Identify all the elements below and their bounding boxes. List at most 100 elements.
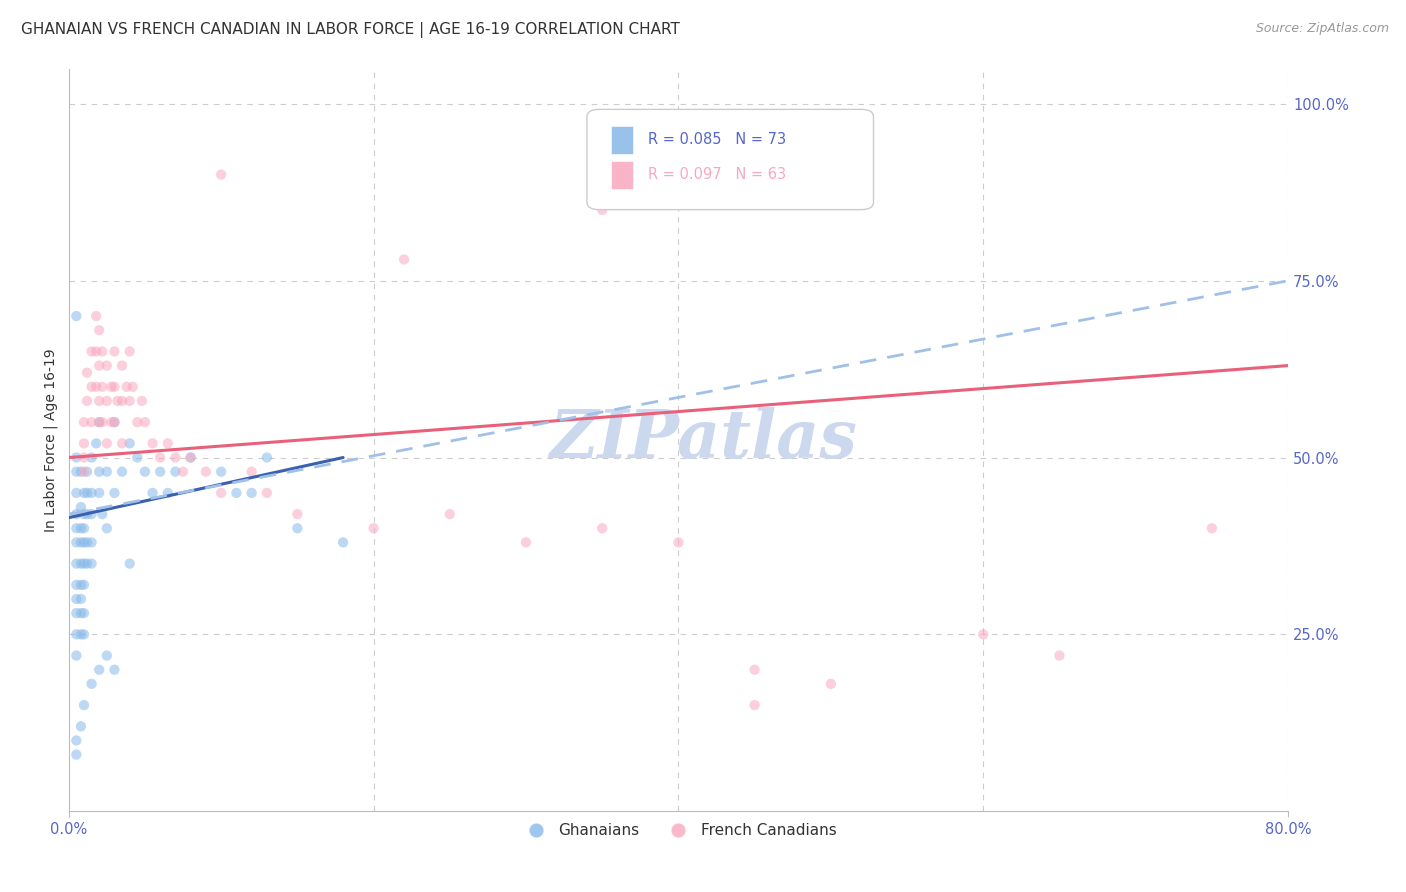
Point [73, 450, 96, 465]
Point [65, 557, 87, 571]
Point [285, 521, 308, 535]
Text: Source: ZipAtlas.com: Source: ZipAtlas.com [1256, 22, 1389, 36]
Point [70, 606, 93, 620]
Point [96, 436, 118, 450]
Point [103, 486, 125, 500]
Point [165, 450, 187, 465]
Point [668, 535, 690, 549]
Legend: Ghanaians, French Canadians: Ghanaians, French Canadians [515, 817, 842, 845]
FancyBboxPatch shape [586, 110, 873, 210]
Point [96, 521, 118, 535]
Point [80, 557, 103, 571]
Point [84, 436, 107, 450]
Point [332, 535, 354, 549]
Point [80, 380, 103, 394]
Point [392, 252, 415, 267]
Point [65, 747, 87, 762]
Point [65, 578, 87, 592]
Point [165, 465, 187, 479]
Point [80, 486, 103, 500]
Point [100, 415, 122, 429]
Point [89, 393, 111, 408]
Point [142, 486, 165, 500]
Point [89, 359, 111, 373]
Point [591, 521, 613, 535]
Point [96, 648, 118, 663]
Point [73, 415, 96, 429]
Point [80, 450, 103, 465]
Point [744, 663, 766, 677]
Point [76, 507, 98, 521]
Point [70, 592, 93, 607]
Point [107, 393, 129, 408]
Point [76, 486, 98, 500]
Point [156, 486, 179, 500]
Point [103, 663, 125, 677]
Point [73, 557, 96, 571]
Point [73, 698, 96, 712]
Bar [612, 126, 633, 154]
Point [73, 465, 96, 479]
Point [149, 450, 172, 465]
Point [70, 535, 93, 549]
Point [84, 344, 107, 359]
Point [65, 627, 87, 641]
Point [103, 415, 125, 429]
Point [70, 465, 93, 479]
Point [820, 677, 842, 691]
Point [65, 309, 87, 323]
Point [118, 344, 141, 359]
Point [744, 698, 766, 712]
Point [149, 465, 172, 479]
Point [240, 486, 263, 500]
Point [118, 436, 141, 450]
Point [111, 393, 134, 408]
Point [65, 592, 87, 607]
Point [65, 521, 87, 535]
Point [127, 415, 149, 429]
Point [73, 578, 96, 592]
Point [142, 436, 165, 450]
Point [65, 535, 87, 549]
Point [100, 380, 122, 394]
Point [65, 733, 87, 747]
Text: GHANAIAN VS FRENCH CANADIAN IN LABOR FORCE | AGE 16-19 CORRELATION CHART: GHANAIAN VS FRENCH CANADIAN IN LABOR FOR… [21, 22, 681, 38]
Point [103, 380, 125, 394]
Point [73, 606, 96, 620]
Point [96, 465, 118, 479]
Point [73, 486, 96, 500]
Point [118, 557, 141, 571]
Point [156, 436, 179, 450]
Point [439, 507, 461, 521]
Point [80, 507, 103, 521]
Point [76, 366, 98, 380]
Point [80, 535, 103, 549]
Point [89, 323, 111, 337]
Point [111, 465, 134, 479]
Text: ZIPatlas: ZIPatlas [548, 408, 856, 473]
Point [70, 500, 93, 514]
Point [118, 393, 141, 408]
Point [1201, 521, 1223, 535]
Point [84, 380, 107, 394]
Point [80, 415, 103, 429]
Point [134, 465, 156, 479]
Point [91, 344, 114, 359]
Point [70, 627, 93, 641]
Point [89, 465, 111, 479]
Point [209, 465, 232, 479]
Point [89, 415, 111, 429]
Point [115, 380, 138, 394]
Point [363, 521, 385, 535]
Point [172, 465, 194, 479]
Point [134, 415, 156, 429]
Point [972, 627, 994, 641]
Point [65, 450, 87, 465]
Point [103, 344, 125, 359]
Point [111, 359, 134, 373]
Point [103, 415, 125, 429]
Point [111, 436, 134, 450]
Y-axis label: In Labor Force | Age 16-19: In Labor Force | Age 16-19 [44, 348, 58, 532]
Point [91, 507, 114, 521]
Point [70, 557, 93, 571]
